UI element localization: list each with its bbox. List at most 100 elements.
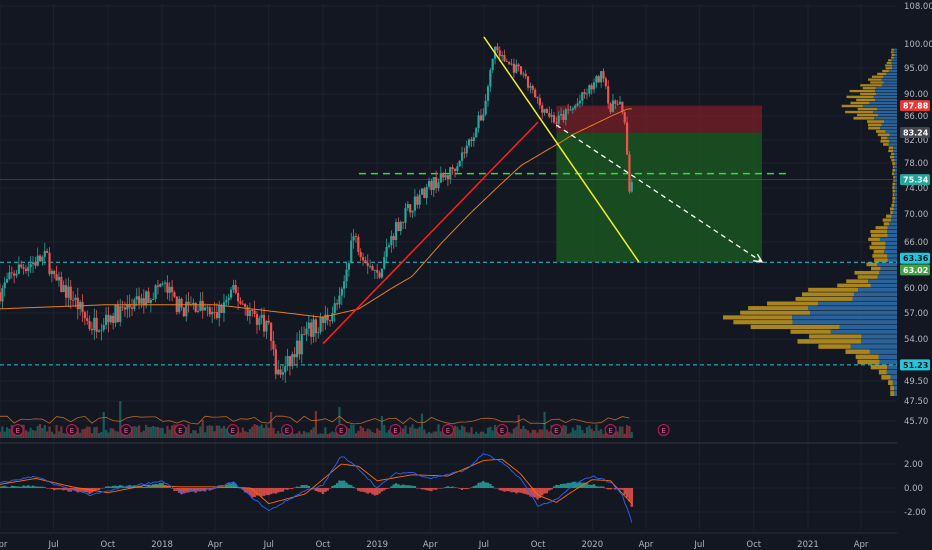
earnings-marker[interactable]: E	[120, 424, 133, 436]
earnings-icon[interactable]	[657, 424, 670, 436]
falling-trendline[interactable]	[483, 36, 640, 263]
earnings-marker[interactable]: E	[226, 424, 239, 436]
candle-body	[300, 334, 303, 355]
earnings-marker[interactable]: E	[657, 424, 670, 436]
candle-body	[123, 307, 127, 310]
earnings-icon[interactable]	[389, 424, 402, 436]
macd-histogram-bar	[550, 488, 553, 490]
candle-body	[541, 105, 544, 113]
candle-body	[468, 139, 471, 146]
macd-histogram-bar	[548, 488, 551, 491]
volume-bar	[5, 427, 9, 438]
earnings-marker[interactable]: E	[65, 424, 78, 436]
candle-body	[583, 92, 586, 95]
macd-histogram-bar	[248, 488, 252, 496]
volume-bar	[196, 433, 200, 438]
earnings-icon[interactable]	[65, 424, 78, 436]
macd-histogram-bar	[48, 488, 51, 489]
macd-histogram-bar	[307, 485, 311, 488]
rising-trendline[interactable]	[322, 121, 539, 345]
earnings-icon[interactable]	[174, 424, 187, 436]
earnings-marker[interactable]: E	[335, 424, 348, 436]
candle-body	[366, 263, 369, 266]
volume-profile-bar-sell	[880, 140, 890, 143]
volume-profile-bar-sell	[868, 126, 881, 130]
candle-body	[376, 269, 379, 273]
volume-bar	[562, 424, 565, 438]
earnings-icon[interactable]	[441, 424, 454, 436]
volume-profile-bar-buy	[877, 275, 897, 279]
macd-histogram-bar	[413, 485, 417, 488]
earnings-marker[interactable]: E	[389, 424, 402, 436]
earnings-marker[interactable]: E	[174, 424, 187, 436]
volume-bar	[378, 430, 381, 438]
volume-bar	[270, 411, 273, 438]
candle-body	[420, 188, 424, 195]
earnings-icon[interactable]	[604, 424, 617, 436]
candle-body	[201, 300, 204, 311]
volume-bar	[354, 433, 358, 438]
earnings-icon[interactable]	[281, 424, 294, 436]
candle-body	[295, 340, 299, 358]
volume-bar	[489, 426, 492, 438]
volume-profile-bar-buy	[894, 53, 897, 56]
candle-body	[314, 319, 317, 334]
candle-body	[574, 105, 577, 109]
candle-body	[90, 328, 94, 331]
volume-profile-bar-buy	[890, 375, 897, 380]
candle-body	[517, 64, 520, 67]
earnings-marker[interactable]: E	[604, 424, 617, 436]
earnings-icon[interactable]	[335, 424, 348, 436]
candle-body	[399, 221, 402, 232]
macd-histogram-bar	[314, 488, 318, 491]
candle-body	[394, 222, 398, 241]
volume-bar	[463, 426, 466, 438]
macd-histogram-bar	[168, 487, 171, 488]
volume-bar	[623, 433, 626, 438]
volume-profile-bar-buy	[885, 241, 897, 246]
volume-bar	[545, 429, 549, 438]
volume-profile-bar-buy	[853, 292, 897, 297]
candle-body	[116, 304, 119, 322]
volume-bar	[581, 430, 584, 438]
macd-histogram-bar	[538, 488, 542, 498]
earnings-marker[interactable]: E	[281, 424, 294, 436]
macd-histogram-bar	[496, 488, 499, 489]
volume-bar	[194, 430, 197, 438]
earnings-icon[interactable]	[120, 424, 133, 436]
volume-bar	[36, 425, 39, 438]
volume-bar	[590, 428, 593, 438]
macd-histogram-bar	[552, 486, 556, 488]
candle-body	[194, 302, 197, 312]
earnings-icon[interactable]	[496, 424, 509, 436]
volume-bar	[321, 433, 325, 438]
volume-profile-bar-buy	[807, 306, 897, 311]
candle-body	[501, 55, 504, 57]
earnings-icon[interactable]	[550, 424, 563, 436]
earnings-marker[interactable]: E	[441, 424, 454, 436]
time-axis-tick: 2019	[366, 540, 388, 550]
earnings-marker[interactable]: E	[550, 424, 563, 436]
projection-arrowhead-icon[interactable]	[753, 253, 764, 263]
volume-profile-bar-buy	[894, 193, 897, 197]
macd-histogram-bar	[350, 485, 353, 488]
earnings-icon[interactable]	[226, 424, 239, 436]
volume-profile-bar-sell	[877, 133, 890, 137]
volume-profile-bar-buy	[792, 315, 897, 320]
earnings-icon[interactable]	[11, 424, 24, 436]
earnings-marker[interactable]: E	[496, 424, 509, 436]
macd-histogram-bar	[411, 485, 414, 488]
earnings-marker[interactable]: E	[11, 424, 24, 436]
volume-profile-bar-sell	[878, 369, 887, 375]
volume-bar	[423, 429, 426, 438]
volume-profile-bar-buy	[893, 172, 897, 176]
volume-bar	[350, 424, 353, 438]
macd-histogram-bar	[36, 486, 39, 488]
macd-histogram-bar	[128, 484, 131, 488]
trend-drawings[interactable]	[322, 36, 764, 345]
macd-histogram-bar	[536, 488, 539, 500]
macd-histogram-bar	[24, 486, 28, 488]
volume-bar	[470, 426, 473, 438]
